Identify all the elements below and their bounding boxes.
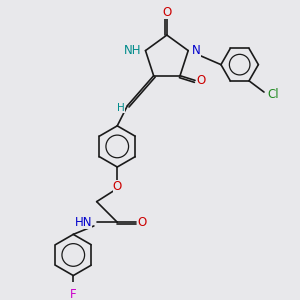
Text: O: O xyxy=(137,216,146,229)
Text: O: O xyxy=(112,180,122,193)
Text: O: O xyxy=(196,74,205,87)
Text: Cl: Cl xyxy=(268,88,279,101)
Text: H: H xyxy=(117,103,125,112)
Text: NH: NH xyxy=(124,44,142,57)
Text: O: O xyxy=(162,6,172,19)
Text: HN: HN xyxy=(74,216,92,229)
Text: N: N xyxy=(192,44,201,57)
Text: F: F xyxy=(70,288,76,300)
